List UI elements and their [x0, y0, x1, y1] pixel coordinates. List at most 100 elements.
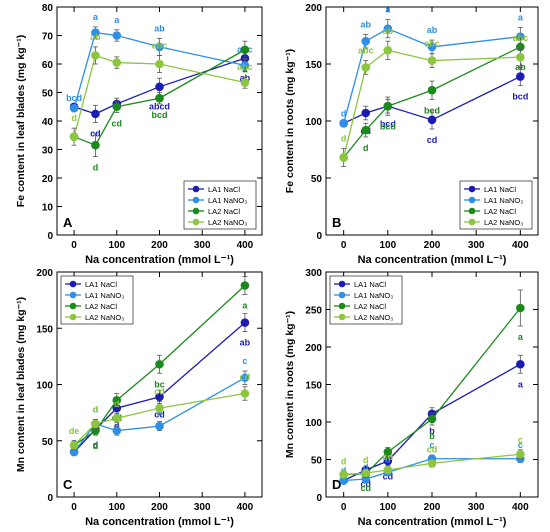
y-tick-label: 0 [316, 231, 322, 242]
legend-marker [69, 302, 77, 310]
y-tick-label: 20 [42, 174, 54, 185]
significance-label: a [93, 12, 99, 22]
y-tick-label: 100 [305, 117, 322, 128]
data-point [383, 46, 393, 55]
significance-label: d [341, 108, 347, 118]
data-point [361, 63, 371, 72]
legend-marker [338, 313, 346, 321]
x-tick-label: 100 [379, 240, 396, 251]
legend-marker [192, 196, 200, 204]
x-tick-label: 0 [71, 502, 77, 513]
significance-label: cd [360, 483, 371, 493]
panel-label: B [332, 215, 341, 230]
significance-label: abcd [149, 101, 170, 111]
data-point [516, 42, 525, 52]
data-point [240, 389, 250, 398]
significance-label: ab [240, 338, 251, 348]
significance-label: ab [360, 19, 371, 29]
significance-label: ab [90, 32, 101, 42]
x-tick-label: 300 [468, 240, 485, 251]
data-point [427, 85, 437, 95]
data-point [516, 32, 525, 41]
data-point [91, 419, 100, 429]
significance-label: c [518, 440, 523, 450]
legend-label: LA2 NaCl [85, 302, 117, 311]
significance-label: d [114, 399, 120, 409]
y-tick-label: 150 [305, 381, 322, 392]
data-point [427, 115, 437, 125]
series-la1-nano-: d ab a ab a [339, 5, 525, 128]
data-point [69, 103, 79, 113]
significance-label: bcd [512, 92, 528, 102]
legend-label: LA2 NaNO₃ [85, 313, 124, 322]
data-point [339, 153, 348, 162]
data-point [91, 51, 100, 60]
significance-label: b [429, 431, 435, 441]
legend-marker [69, 291, 77, 299]
data-point [155, 59, 164, 69]
data-point [361, 36, 371, 46]
y-axis-label: Fe content in leaf blades (mg kg⁻¹) [15, 35, 27, 207]
x-axis-label: Na concentration (mmol L⁻¹) [85, 254, 234, 266]
significance-label: a [242, 301, 248, 311]
significance-label: cd [154, 386, 165, 396]
data-point [112, 426, 122, 435]
y-tick-label: 50 [42, 437, 54, 448]
legend-marker [468, 207, 476, 215]
legend-label: LA1 NaCl [484, 185, 516, 194]
y-tick-label: 200 [305, 3, 322, 14]
significance-label: d [93, 440, 99, 450]
legend-label: LA2 NaCl [484, 207, 516, 216]
x-tick-label: 300 [468, 502, 485, 513]
y-axis-label: Mn content in leaf blades (mg kg⁻¹) [15, 297, 27, 472]
data-point [240, 78, 250, 87]
data-point [112, 395, 122, 405]
legend-label: LA1 NaNO₃ [484, 196, 523, 205]
significance-label: d [93, 404, 99, 414]
x-tick-label: 300 [194, 502, 211, 513]
significance-label: b [429, 426, 435, 436]
x-tick-label: 0 [341, 240, 347, 251]
x-tick-label: 0 [71, 240, 77, 251]
data-point [112, 102, 122, 112]
legend-marker [468, 218, 476, 226]
data-point [339, 476, 348, 485]
data-point [361, 468, 371, 478]
data-point [383, 456, 393, 466]
x-tick-label: 200 [424, 240, 441, 251]
legend-label: LA2 NaNO₃ [208, 218, 247, 227]
data-point [155, 421, 164, 431]
data-point [516, 303, 525, 313]
data-point [69, 132, 79, 141]
legend-label: LA1 NaCl [85, 280, 117, 289]
data-point [240, 281, 250, 290]
series-la2-nacl: d bcd bcd ab [339, 37, 526, 162]
legend-marker [338, 302, 346, 310]
y-tick-label: 100 [36, 381, 53, 392]
y-tick-label: 0 [47, 493, 53, 504]
legend-label: LA2 NaCl [208, 207, 240, 216]
x-tick-label: 100 [108, 502, 125, 513]
significance-label: abc [152, 40, 168, 50]
legend: LA1 NaCl LA1 NaNO₃ LA2 NaCl LA2 NaNO₃ [60, 275, 134, 325]
y-axis-label: Mn content in roots (mg kg⁻¹) [284, 311, 296, 458]
significance-label: a [518, 379, 524, 389]
data-point [516, 52, 525, 62]
y-tick-label: 100 [305, 418, 322, 429]
legend: LA1 NaCl LA1 NaNO₃ LA2 NaCl LA2 NaNO₃ [183, 180, 257, 230]
data-point [427, 42, 437, 52]
legend-marker [192, 207, 200, 215]
y-tick-label: 40 [42, 117, 54, 128]
significance-label: bcd [380, 121, 396, 131]
legend-marker [69, 280, 77, 288]
significance-label: de [69, 426, 80, 436]
data-point [155, 392, 164, 402]
data-point [427, 458, 437, 468]
x-tick-label: 200 [151, 502, 168, 513]
x-axis-label: Na concentration (mmol L⁻¹) [358, 254, 507, 266]
